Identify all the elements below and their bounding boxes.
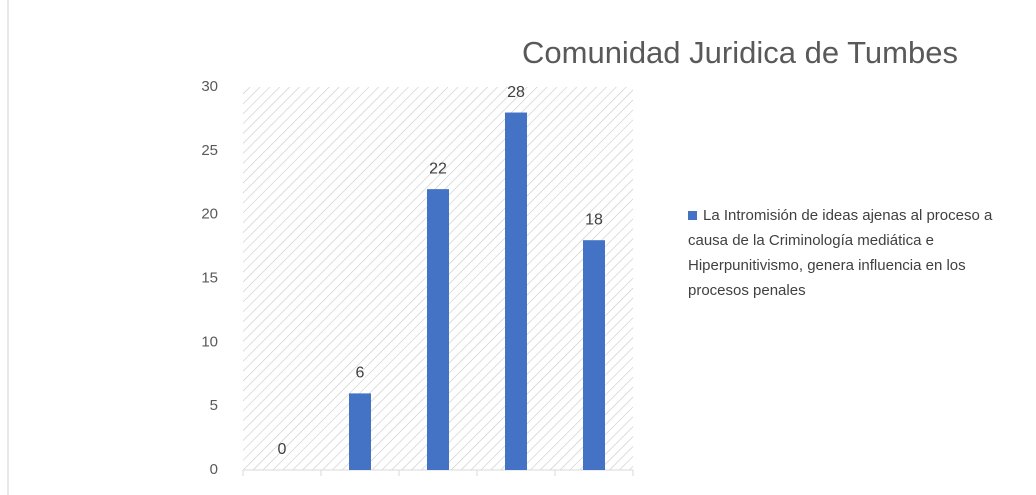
y-tick-label: 15	[201, 269, 218, 286]
bar	[349, 393, 371, 470]
legend: La Intromisión de ideas ajenas al proces…	[688, 203, 1018, 303]
data-label: 18	[585, 211, 603, 228]
y-tick-label: 30	[201, 78, 218, 95]
bar	[427, 189, 449, 470]
bar	[583, 240, 605, 470]
data-label: 6	[356, 365, 365, 382]
y-tick-label: 0	[210, 461, 218, 478]
bar	[505, 112, 527, 471]
legend-label: La Intromisión de ideas ajenas al proces…	[688, 207, 993, 299]
chart-title: Comunidad Juridica de Tumbes	[522, 35, 958, 70]
data-label: 22	[429, 160, 447, 177]
data-label: 28	[507, 84, 525, 101]
y-tick-label: 20	[201, 206, 218, 223]
y-tick-label: 5	[210, 397, 218, 414]
legend-key	[688, 211, 697, 220]
y-tick-label: 25	[201, 142, 218, 159]
y-tick-label: 10	[201, 333, 218, 350]
data-label: 0	[278, 441, 287, 458]
